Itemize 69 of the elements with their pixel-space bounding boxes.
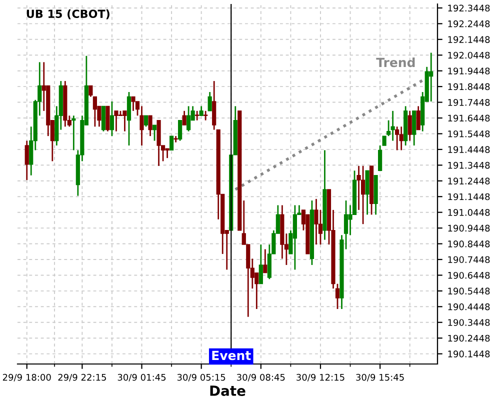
candlestick <box>178 120 182 142</box>
chart-title: UB 15 (CBOT) <box>26 9 110 20</box>
y-tick-label: 191.7448 <box>448 99 490 106</box>
candlestick <box>144 114 148 128</box>
candlestick <box>140 105 144 146</box>
y-tick-label: 190.2448 <box>448 334 490 342</box>
x-axis-title: Date <box>210 386 246 396</box>
y-tick-label: 192.3448 <box>448 4 490 12</box>
candlestick <box>195 110 200 122</box>
candlestick <box>412 110 416 146</box>
y-tick-label: 190.4448 <box>448 303 490 310</box>
candlestick <box>390 110 395 142</box>
y-tick-label: 192.0448 <box>448 52 490 59</box>
annotation: Event <box>212 350 251 360</box>
y-tick-label: 190.1448 <box>448 350 490 358</box>
y-tick-label: 192.1448 <box>448 36 490 43</box>
x-tick-label: 30/9 12:15 <box>296 374 344 382</box>
candlestick <box>263 248 268 274</box>
candlestick <box>131 96 136 112</box>
candlestick <box>101 105 106 132</box>
y-tick-label: 191.9448 <box>448 68 490 74</box>
candlestick <box>148 114 152 137</box>
candlestick <box>204 110 208 122</box>
candlestick <box>126 91 132 146</box>
candlestick <box>360 165 366 225</box>
candlestick <box>258 244 263 285</box>
y-tick-label: 191.6448 <box>448 114 490 122</box>
y-tick-label: 191.0448 <box>448 209 490 216</box>
candlestick <box>165 148 170 159</box>
candlestick <box>199 105 204 116</box>
x-tick-label: 30/9 15:45 <box>356 374 404 382</box>
y-tick-label: 192.2448 <box>448 20 490 28</box>
y-tick-label: 190.9448 <box>448 224 490 232</box>
y-tick-label: 191.5448 <box>448 130 490 138</box>
y-tick-label: 190.5448 <box>448 288 490 294</box>
y-tick-label: 191.2448 <box>448 178 490 184</box>
y-tick-label: 191.1448 <box>448 193 490 200</box>
x-tick-label: 30/9 05:15 <box>177 374 226 382</box>
y-tick-label: 190.7448 <box>448 256 490 264</box>
candlestick <box>110 100 114 137</box>
candlestick <box>395 126 400 151</box>
candlestick <box>106 105 110 132</box>
candlestick <box>122 110 127 132</box>
y-tick-label: 191.8448 <box>448 83 490 90</box>
y-tick-label: 190.8448 <box>448 240 490 248</box>
y-tick-label: 191.3448 <box>448 162 490 169</box>
candlestick <box>399 126 404 151</box>
y-tick-label: 191.4448 <box>448 146 490 154</box>
candlestick <box>152 124 157 142</box>
y-tick-label: 190.6448 <box>448 272 490 279</box>
candlestick <box>365 170 370 216</box>
candlestick <box>208 91 212 112</box>
x-tick-label: 30/9 01:45 <box>118 374 166 382</box>
candlestick <box>182 110 186 126</box>
candlestick <box>314 198 318 246</box>
candlestick <box>169 136 174 151</box>
x-tick-label: 30/9 08:45 <box>237 374 285 382</box>
candlestick <box>186 105 191 132</box>
candlestick <box>416 105 420 130</box>
candlestick <box>378 144 382 172</box>
x-tick-label: 29/9 22:15 <box>58 374 106 382</box>
candlestick <box>408 110 412 142</box>
candlestick <box>429 52 434 102</box>
candlestick <box>72 114 76 151</box>
series-label: Trend <box>376 57 415 68</box>
x-tick-label: 29/9 18:00 <box>2 374 51 382</box>
candlestick <box>24 140 29 181</box>
candlestick <box>114 110 118 132</box>
y-tick-label: 190.3448 <box>448 319 490 326</box>
